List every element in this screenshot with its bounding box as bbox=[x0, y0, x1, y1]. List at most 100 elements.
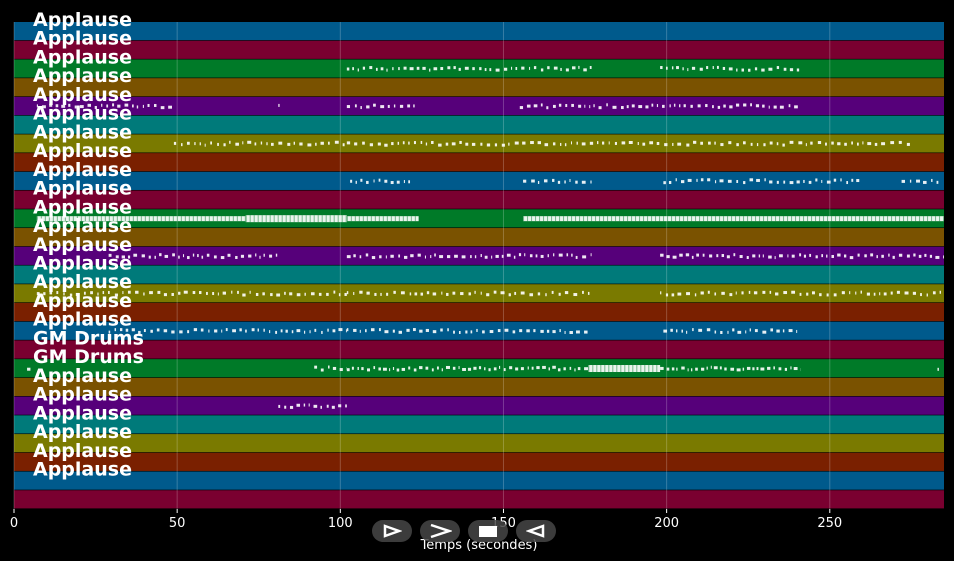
track-label: Applause bbox=[33, 253, 132, 275]
note-segment bbox=[660, 65, 800, 72]
chevron-right-icon bbox=[430, 523, 452, 539]
track-lane bbox=[14, 153, 944, 172]
track-lane bbox=[14, 471, 944, 490]
track-lane bbox=[14, 228, 944, 247]
track-lane bbox=[14, 22, 944, 41]
track-label: Applause bbox=[33, 421, 132, 443]
track-lanes bbox=[14, 22, 944, 509]
play-outline-icon bbox=[383, 524, 402, 538]
track-label: Applause bbox=[33, 140, 132, 162]
note-segment bbox=[660, 290, 941, 297]
track-lane bbox=[14, 452, 944, 471]
note-segment bbox=[937, 367, 939, 371]
track-labels: ApplauseApplauseApplauseApplauseApplause… bbox=[33, 9, 144, 481]
track-label: Applause bbox=[33, 290, 132, 312]
track-label: Applause bbox=[33, 215, 132, 237]
note-segment bbox=[346, 216, 419, 222]
forward-button[interactable] bbox=[420, 520, 460, 542]
play-outline-button[interactable] bbox=[372, 520, 412, 542]
track-lane bbox=[14, 134, 944, 153]
note-segment bbox=[519, 103, 798, 110]
track-lane bbox=[14, 246, 944, 265]
note-segment bbox=[278, 403, 347, 409]
track-label: Applause bbox=[33, 234, 132, 256]
track-label: Applause bbox=[33, 178, 132, 200]
track-lane bbox=[14, 434, 944, 453]
x-tick-label: 0 bbox=[10, 516, 18, 531]
x-tick-label: 250 bbox=[817, 516, 842, 531]
track-label: Applause bbox=[33, 159, 132, 181]
track-lane bbox=[14, 209, 944, 228]
stop-button[interactable] bbox=[468, 520, 508, 542]
track-label: Applause bbox=[33, 440, 132, 462]
track-label: GM Drums bbox=[33, 346, 144, 368]
playback-controls bbox=[372, 520, 556, 542]
track-label: Applause bbox=[33, 196, 132, 218]
track-lane bbox=[14, 396, 944, 415]
track-label: GM Drums bbox=[33, 327, 144, 349]
note-segment bbox=[346, 328, 588, 335]
note-segment bbox=[314, 365, 347, 372]
stop-icon bbox=[479, 526, 497, 537]
note-segment bbox=[108, 328, 347, 334]
track-label: Applause bbox=[33, 459, 132, 481]
note-segment bbox=[346, 290, 590, 297]
note-segment bbox=[523, 178, 592, 184]
note-segment bbox=[36, 216, 246, 222]
note-segment bbox=[346, 253, 592, 260]
x-axis: 050100150200250 bbox=[10, 509, 842, 531]
track-label: Applause bbox=[33, 9, 132, 31]
note-segment bbox=[901, 178, 939, 184]
note-segment bbox=[663, 328, 798, 334]
track-label: Applause bbox=[33, 271, 132, 293]
note-segment bbox=[27, 367, 31, 371]
note-segment bbox=[350, 178, 411, 185]
note-segment bbox=[663, 178, 860, 185]
track-lane bbox=[14, 321, 944, 340]
note-segment bbox=[36, 103, 172, 110]
track-lane bbox=[14, 415, 944, 434]
note-segment bbox=[581, 140, 910, 147]
track-lane bbox=[14, 490, 944, 509]
track-lane bbox=[14, 190, 944, 209]
rewind-outline-icon bbox=[526, 524, 545, 538]
track-lane bbox=[14, 115, 944, 134]
note-segment bbox=[346, 65, 592, 72]
note-segment bbox=[346, 103, 415, 110]
note-segment bbox=[523, 216, 945, 222]
track-label: Applause bbox=[33, 28, 132, 50]
track-label: Applause bbox=[33, 84, 132, 106]
note-segment bbox=[278, 103, 280, 107]
track-lane bbox=[14, 40, 944, 59]
track-label: Applause bbox=[33, 402, 132, 424]
note-segment bbox=[245, 215, 347, 223]
track-label: Applause bbox=[33, 65, 132, 87]
note-segment bbox=[108, 253, 278, 260]
track-label: Applause bbox=[33, 365, 132, 387]
track-lane bbox=[14, 171, 944, 190]
track-lane bbox=[14, 302, 944, 322]
x-tick-label: 100 bbox=[328, 516, 353, 531]
note-marks bbox=[27, 65, 945, 409]
track-label: Applause bbox=[33, 121, 132, 143]
grid-lines bbox=[13, 22, 831, 509]
note-segment bbox=[346, 365, 588, 372]
track-lane bbox=[14, 96, 944, 116]
track-lane bbox=[14, 377, 944, 397]
note-segment bbox=[36, 290, 347, 297]
note-segment bbox=[660, 365, 801, 372]
x-tick-label: 50 bbox=[169, 516, 186, 531]
rewind-button[interactable] bbox=[516, 520, 556, 542]
track-label: Applause bbox=[33, 384, 132, 406]
track-lane bbox=[14, 284, 944, 303]
track-lane bbox=[14, 78, 944, 97]
track-label: Applause bbox=[33, 103, 132, 125]
track-lane bbox=[14, 265, 944, 284]
note-segment bbox=[660, 253, 944, 260]
note-segment bbox=[588, 365, 661, 373]
track-label: Applause bbox=[33, 46, 132, 68]
x-tick-label: 200 bbox=[654, 516, 679, 531]
track-label: Applause bbox=[33, 309, 132, 331]
track-lane bbox=[14, 340, 944, 359]
